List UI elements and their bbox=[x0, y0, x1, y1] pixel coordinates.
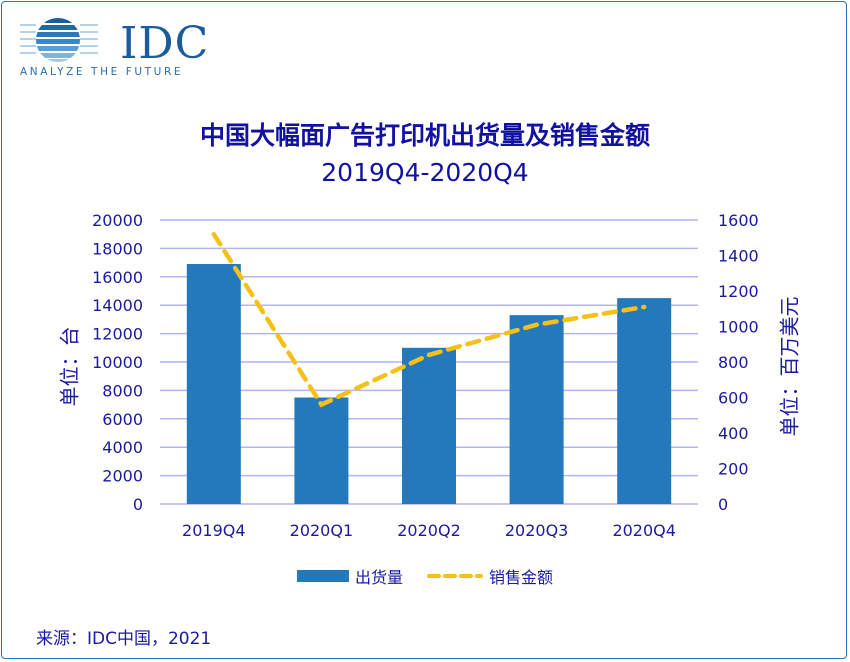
right-tick-label: 400 bbox=[718, 424, 749, 443]
legend-item-bar: 出货量 bbox=[296, 564, 403, 588]
right-tick-label: 1200 bbox=[718, 282, 759, 301]
right-tick-label: 1600 bbox=[718, 211, 759, 230]
right-tick-label: 1000 bbox=[718, 318, 759, 337]
chart-subtitle: 2019Q4-2020Q4 bbox=[321, 158, 529, 187]
bar-2019Q4 bbox=[186, 264, 241, 504]
legend-line-swatch bbox=[427, 574, 483, 578]
right-tick-label: 200 bbox=[718, 460, 749, 479]
globe-icon bbox=[20, 18, 98, 62]
x-tick-label: 2020Q4 bbox=[612, 521, 676, 540]
right-tick-label: 600 bbox=[718, 389, 749, 408]
legend-label: 出货量 bbox=[354, 568, 403, 587]
bar-2020Q3 bbox=[509, 315, 564, 504]
legend-item-line: 销售金额 bbox=[427, 564, 553, 588]
left-tick-label: 20000 bbox=[92, 211, 143, 230]
left-tick-label: 2000 bbox=[102, 467, 143, 486]
right-tick-label: 800 bbox=[718, 353, 749, 372]
left-tick-label: 12000 bbox=[92, 325, 143, 344]
right-tick-label: 0 bbox=[718, 495, 728, 514]
left-tick-label: 8000 bbox=[102, 381, 143, 400]
left-axis-label: 单位：台 bbox=[57, 326, 82, 407]
x-tick-label: 2020Q1 bbox=[290, 521, 354, 540]
left-tick-label: 6000 bbox=[102, 410, 143, 429]
logo-wordmark: IDC bbox=[120, 18, 210, 69]
chart-title: 中国大幅面广告打印机出货量及销售金额 bbox=[199, 121, 650, 150]
right-axis-label: 单位：百万美元 bbox=[777, 296, 802, 437]
bar-2020Q1 bbox=[294, 397, 349, 504]
left-tick-label: 16000 bbox=[92, 268, 143, 287]
idc-logo: IDC ANALYZE THE FUTURE bbox=[20, 14, 208, 80]
bar-2020Q4 bbox=[617, 298, 672, 504]
right-tick-label: 1400 bbox=[718, 247, 759, 266]
x-tick-label: 2020Q2 bbox=[397, 521, 461, 540]
left-tick-label: 10000 bbox=[92, 353, 143, 372]
source-note: 来源：IDC中国，2021 bbox=[36, 629, 212, 649]
legend-bar-swatch bbox=[296, 570, 349, 582]
bar-2020Q2 bbox=[402, 347, 456, 504]
left-tick-label: 4000 bbox=[102, 438, 143, 457]
left-tick-label: 18000 bbox=[92, 239, 143, 258]
logo-tagline: ANALYZE THE FUTURE bbox=[20, 66, 184, 78]
legend: 出货量 销售金额 bbox=[0, 564, 850, 588]
x-tick-label: 2020Q3 bbox=[505, 521, 569, 540]
x-tick-label: 2019Q4 bbox=[182, 521, 246, 540]
left-tick-label: 0 bbox=[133, 495, 143, 514]
left-tick-label: 14000 bbox=[92, 296, 143, 315]
legend-label: 销售金额 bbox=[489, 568, 554, 587]
